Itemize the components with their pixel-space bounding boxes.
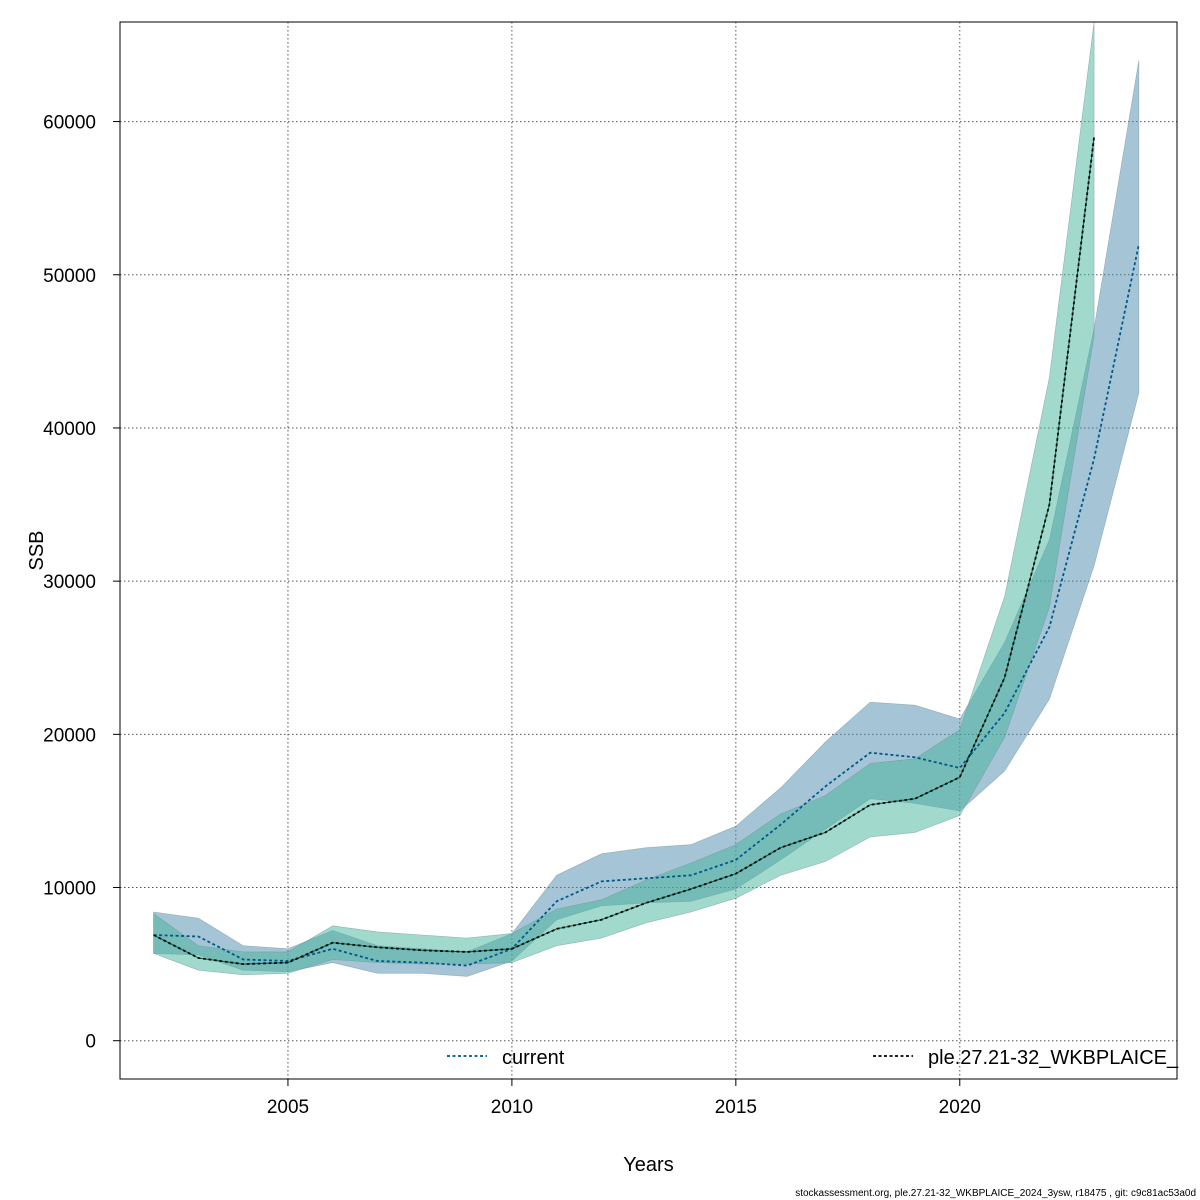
legend-label-current: current	[502, 1047, 565, 1069]
x-axis-title: Years	[623, 1154, 673, 1176]
x-tick-label-2010: 2010	[491, 1097, 533, 1118]
y-tick-label-10000: 10000	[43, 879, 96, 900]
x-tick-label-2005: 2005	[267, 1097, 309, 1118]
x-tick-label-2020: 2020	[939, 1097, 981, 1118]
band-series-1	[153, 22, 1095, 976]
axis-ticks: 2005 2010 2015 2020 0 10000 20000 30000 40000 500…	[43, 113, 981, 1118]
series-lines	[153, 136, 1140, 967]
band-series-0	[153, 60, 1140, 977]
x-tick-label-2015: 2015	[715, 1097, 757, 1118]
y-tick-label-0: 0	[85, 1032, 96, 1053]
y-axis-title: SSB	[26, 530, 48, 570]
line-series-0	[153, 243, 1140, 967]
plot-frame	[119, 21, 1178, 1080]
legend: current ple.27.21-32_WKBPLAICE_	[447, 1047, 1179, 1069]
y-tick-label-60000: 60000	[43, 113, 96, 134]
line-series-1-accent	[153, 136, 1095, 965]
confidence-bands	[153, 22, 1140, 977]
y-tick-label-50000: 50000	[43, 266, 96, 287]
y-tick-label-40000: 40000	[43, 419, 96, 440]
line-series-1	[153, 136, 1095, 966]
y-tick-label-20000: 20000	[43, 725, 96, 746]
legend-label-wkbplaice: ple.27.21-32_WKBPLAICE_	[928, 1047, 1179, 1069]
footer-credit: stockassessment.org, ple.27.21-32_WKBPLA…	[795, 1188, 1196, 1199]
y-tick-label-30000: 30000	[43, 572, 96, 593]
